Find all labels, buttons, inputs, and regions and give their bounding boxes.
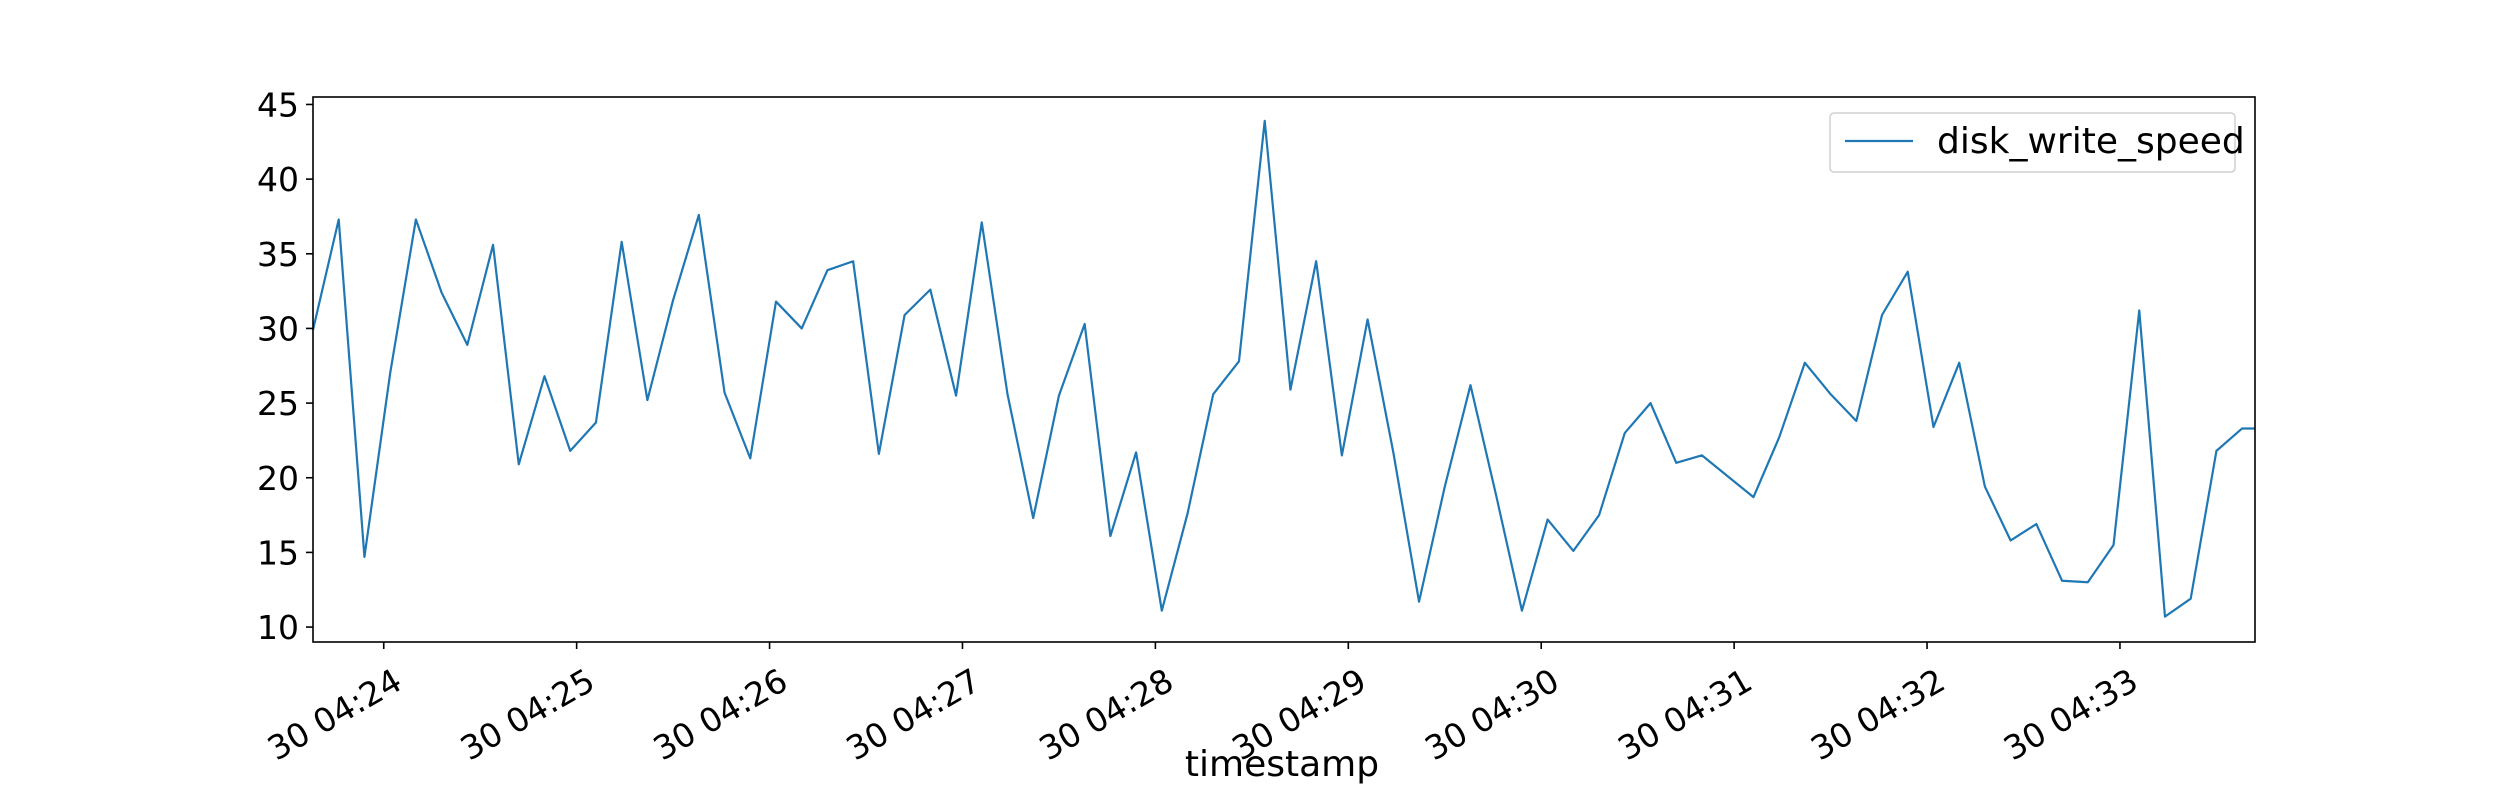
- x-tick-label: 30 04:28: [1032, 661, 1179, 769]
- x-tick-label: 30 04:32: [1804, 661, 1951, 769]
- x-tick-label: 30 04:25: [454, 661, 601, 769]
- x-tick-label: 30 04:27: [840, 661, 987, 769]
- legend: disk_write_speed: [1829, 112, 2245, 173]
- y-tick-label: 45: [257, 85, 299, 124]
- x-tick-label: 30 04:30: [1418, 661, 1565, 769]
- series-line-disk-write-speed: [311, 119, 2255, 618]
- y-tick-label: 40: [257, 160, 299, 199]
- x-tick-label: 30 04:33: [1997, 661, 2144, 769]
- x-tick-label: 30 04:31: [1611, 661, 1758, 769]
- x-tick-label: 30 04:26: [647, 661, 794, 769]
- y-tick-label: 20: [257, 459, 299, 498]
- legend-frame: [1829, 112, 2236, 173]
- y-tick-label: 15: [257, 533, 299, 572]
- y-tick-label: 35: [257, 235, 299, 274]
- axes-frame: [312, 96, 2256, 643]
- y-tick-label: 10: [257, 608, 299, 647]
- plot-area: [311, 96, 2256, 643]
- x-axis-title: timestamp: [1185, 744, 1379, 785]
- legend-label-disk-write-speed: disk_write_speed: [1937, 121, 2245, 162]
- y-tick-label: 25: [257, 384, 299, 423]
- y-tick-label: 30: [257, 309, 299, 348]
- y-axis: 10 15 20 25 30 35 40 45: [257, 85, 313, 647]
- x-tick-label: 30 04:24: [261, 661, 408, 769]
